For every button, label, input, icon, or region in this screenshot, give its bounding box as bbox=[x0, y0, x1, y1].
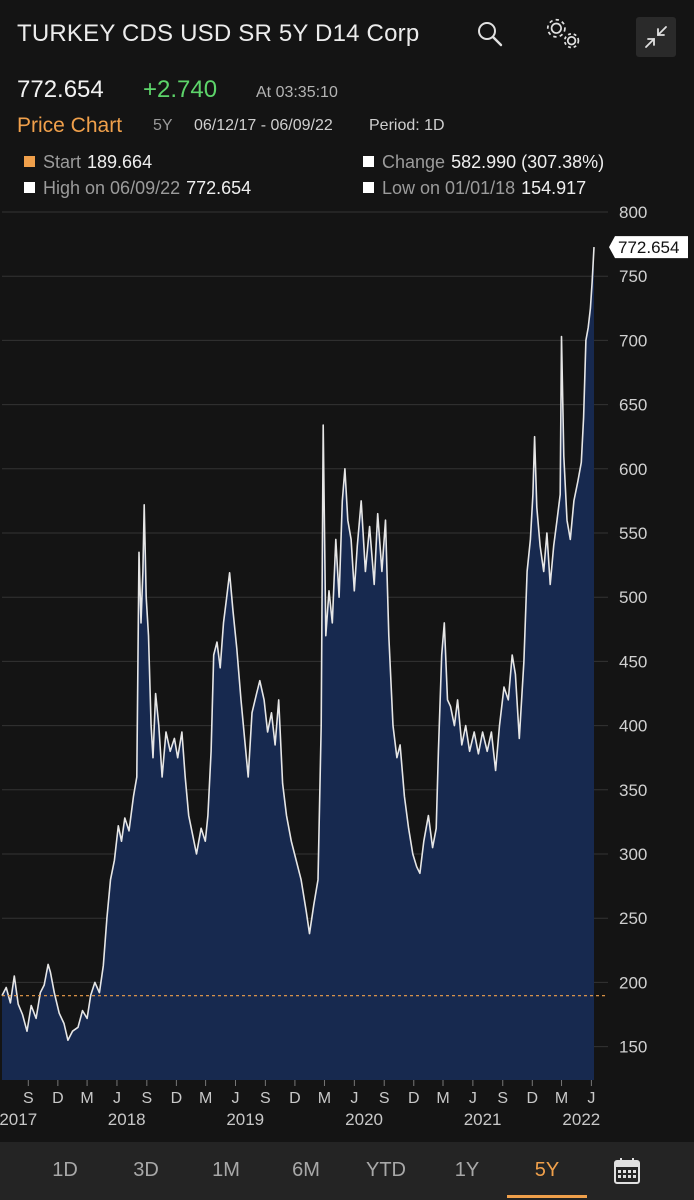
high-marker bbox=[24, 182, 35, 193]
x-year-label: 2019 bbox=[226, 1110, 264, 1129]
x-month-label: D bbox=[289, 1090, 301, 1107]
price-chart-label[interactable]: Price Chart bbox=[17, 114, 123, 137]
x-month-label: M bbox=[80, 1090, 93, 1107]
tab-3d[interactable]: 3D bbox=[133, 1159, 159, 1181]
x-month-label: S bbox=[23, 1090, 34, 1107]
x-month-label: S bbox=[379, 1090, 390, 1107]
collapse-icon bbox=[645, 26, 667, 48]
x-month-label: D bbox=[527, 1090, 539, 1107]
x-year-label: 2021 bbox=[464, 1110, 502, 1129]
y-tick-label: 300 bbox=[619, 845, 647, 864]
price-change: +2.740 bbox=[143, 76, 218, 103]
collapse-button[interactable] bbox=[636, 17, 676, 57]
start-value: 189.664 bbox=[87, 152, 153, 172]
last-value-callout bbox=[609, 236, 688, 259]
low-value: 154.917 bbox=[521, 178, 587, 198]
calendar-button[interactable] bbox=[612, 1156, 642, 1191]
x-month-label: M bbox=[555, 1090, 568, 1107]
low-marker bbox=[363, 182, 374, 193]
range-label: 5Y bbox=[153, 117, 173, 134]
stat-change: Change 582.990 (307.38%) bbox=[363, 152, 604, 173]
y-tick-label: 400 bbox=[619, 717, 647, 736]
change-value: 582.990 (307.38%) bbox=[451, 152, 605, 172]
y-tick-label: 700 bbox=[619, 331, 647, 350]
y-tick-label: 450 bbox=[619, 652, 647, 671]
change-marker bbox=[363, 156, 374, 167]
security-title: TURKEY CDS USD SR 5Y D14 Corp bbox=[17, 20, 420, 47]
start-label: Start bbox=[43, 152, 82, 172]
x-month-label: S bbox=[497, 1090, 508, 1107]
high-label: High on 06/09/22 bbox=[43, 178, 181, 198]
x-month-label: D bbox=[171, 1090, 183, 1107]
stat-start: Start 189.664 bbox=[24, 152, 152, 173]
search-icon bbox=[478, 22, 503, 47]
low-label: Low on 01/01/18 bbox=[382, 178, 516, 198]
stat-high: High on 06/09/22 772.654 bbox=[24, 178, 251, 199]
x-month-label: J bbox=[113, 1090, 121, 1107]
x-month-label: M bbox=[318, 1090, 331, 1107]
last-price: 772.654 bbox=[17, 76, 104, 103]
x-month-label: M bbox=[199, 1090, 212, 1107]
x-month-label: M bbox=[436, 1090, 449, 1107]
y-tick-label: 500 bbox=[619, 588, 647, 607]
series-area bbox=[2, 247, 594, 1081]
tab-6m[interactable]: 6M bbox=[292, 1159, 320, 1181]
tab-1d[interactable]: 1D bbox=[52, 1159, 78, 1181]
y-tick-label: 200 bbox=[619, 973, 647, 992]
x-month-label: D bbox=[52, 1090, 64, 1107]
x-month-label: J bbox=[350, 1090, 358, 1107]
stat-low: Low on 01/01/18 154.917 bbox=[363, 178, 586, 199]
x-month-label: J bbox=[231, 1090, 239, 1107]
settings-icon bbox=[546, 18, 580, 49]
tab-1m[interactable]: 1M bbox=[212, 1159, 240, 1181]
y-tick-label: 550 bbox=[619, 524, 647, 543]
x-month-label: S bbox=[260, 1090, 271, 1107]
y-tick-label: 600 bbox=[619, 460, 647, 479]
tab-1y[interactable]: 1Y bbox=[454, 1159, 480, 1181]
y-tick-label: 250 bbox=[619, 909, 647, 928]
range-tab-bar: 1D 3D 1M 6M YTD 1Y 5Y bbox=[0, 1142, 694, 1200]
change-label: Change bbox=[382, 152, 446, 172]
high-value: 772.654 bbox=[186, 178, 252, 198]
settings-button[interactable] bbox=[543, 14, 583, 54]
period-label: Period: 1D bbox=[369, 117, 445, 134]
header-bar: TURKEY CDS USD SR 5Y D14 Corp bbox=[0, 0, 694, 70]
x-month-label: J bbox=[469, 1090, 477, 1107]
tab-ytd[interactable]: YTD bbox=[366, 1159, 406, 1181]
y-tick-label: 350 bbox=[619, 781, 647, 800]
y-tick-label: 650 bbox=[619, 396, 647, 415]
x-year-label: 2020 bbox=[345, 1110, 383, 1129]
x-year-label: 2022 bbox=[562, 1110, 600, 1129]
y-tick-label: 750 bbox=[619, 267, 647, 286]
y-tick-label: 150 bbox=[619, 1038, 647, 1057]
x-year-label: 2017 bbox=[0, 1110, 37, 1129]
last-value-label: 772.654 bbox=[618, 238, 679, 257]
tab-5y[interactable]: 5Y bbox=[507, 1142, 587, 1198]
quote-time: At 03:35:10 bbox=[256, 84, 338, 101]
x-month-label: S bbox=[141, 1090, 152, 1107]
x-month-label: D bbox=[408, 1090, 420, 1107]
y-tick-label: 800 bbox=[619, 203, 647, 222]
search-button[interactable] bbox=[470, 14, 510, 54]
price-chart[interactable]: 150 200 250 300 350 400 450 500 550 600 650 700 750 8… bbox=[0, 200, 694, 1142]
x-year-label: 2018 bbox=[108, 1110, 146, 1129]
calendar-icon bbox=[614, 1158, 640, 1184]
start-marker bbox=[24, 156, 35, 167]
date-range: 06/12/17 - 06/09/22 bbox=[194, 117, 333, 134]
x-month-label: J bbox=[587, 1090, 595, 1107]
series-line bbox=[1, 247, 595, 1041]
